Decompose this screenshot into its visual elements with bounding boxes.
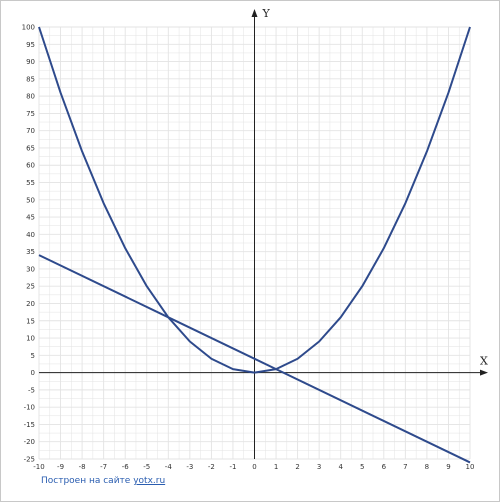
y-tick-label: -25 — [24, 456, 35, 464]
y-tick-label: 45 — [26, 214, 35, 222]
y-tick-label: 25 — [26, 283, 35, 291]
x-tick-label: 6 — [382, 463, 387, 471]
y-tick-label: 35 — [26, 248, 35, 256]
y-tick-label: -10 — [24, 404, 35, 412]
x-tick-label: -7 — [100, 463, 107, 471]
y-tick-label: 55 — [26, 179, 35, 187]
y-tick-label: -15 — [24, 421, 35, 429]
y-tick-label: 0 — [31, 369, 35, 377]
x-tick-label: 5 — [360, 463, 364, 471]
x-axis-label: X — [480, 355, 488, 368]
y-tick-label: 90 — [26, 58, 35, 66]
y-tick-label: 100 — [22, 24, 35, 32]
y-axis-label: Y — [262, 7, 271, 20]
series-line — [38, 254, 471, 464]
y-tick-label: 85 — [26, 75, 35, 83]
series-parabola — [38, 26, 471, 374]
x-tick-label: 2 — [295, 463, 299, 471]
x-tick-label: -1 — [229, 463, 236, 471]
x-tick-label: 9 — [446, 463, 450, 471]
x-tick-label: 8 — [425, 463, 429, 471]
y-tick-label: -20 — [24, 438, 35, 446]
x-tick-label: 7 — [403, 463, 407, 471]
y-tick-label: 30 — [26, 265, 35, 273]
x-tick-label: 0 — [252, 463, 256, 471]
x-tick-label: 3 — [317, 463, 321, 471]
x-tick-label: -8 — [79, 463, 86, 471]
x-tick-label: -10 — [33, 463, 44, 471]
x-tick-label: -6 — [122, 463, 130, 471]
x-tick-label: 1 — [274, 463, 278, 471]
y-tick-label: 50 — [26, 196, 35, 204]
x-tick-label: 10 — [466, 463, 475, 471]
y-tick-label: 70 — [26, 127, 35, 135]
y-tick-label: 65 — [26, 144, 35, 152]
x-tick-label: -3 — [186, 463, 193, 471]
y-tick-label: 80 — [26, 93, 35, 101]
y-tick-label: 20 — [26, 300, 35, 308]
y-axis-arrow — [251, 9, 258, 17]
y-tick-label: 60 — [26, 162, 35, 170]
y-tick-label: -5 — [28, 386, 35, 394]
x-tick-label: -4 — [165, 463, 173, 471]
y-tick-label: 15 — [26, 317, 35, 325]
y-tick-label: 5 — [31, 352, 35, 360]
y-tick-label: 40 — [26, 231, 35, 239]
credit-text: Построен на сайте yotx.ru — [41, 476, 165, 486]
y-tick-label: 10 — [26, 335, 35, 343]
x-tick-label: -9 — [57, 463, 64, 471]
x-tick-label: 4 — [338, 463, 343, 471]
y-tick-label: 75 — [26, 110, 35, 118]
x-tick-label: -2 — [208, 463, 215, 471]
credit-prefix: Построен на сайте — [41, 476, 131, 486]
x-axis-arrow — [480, 369, 488, 376]
credit-link[interactable]: yotx.ru — [133, 476, 166, 486]
x-tick-label: -5 — [143, 463, 150, 471]
y-tick-label: 95 — [26, 41, 35, 49]
